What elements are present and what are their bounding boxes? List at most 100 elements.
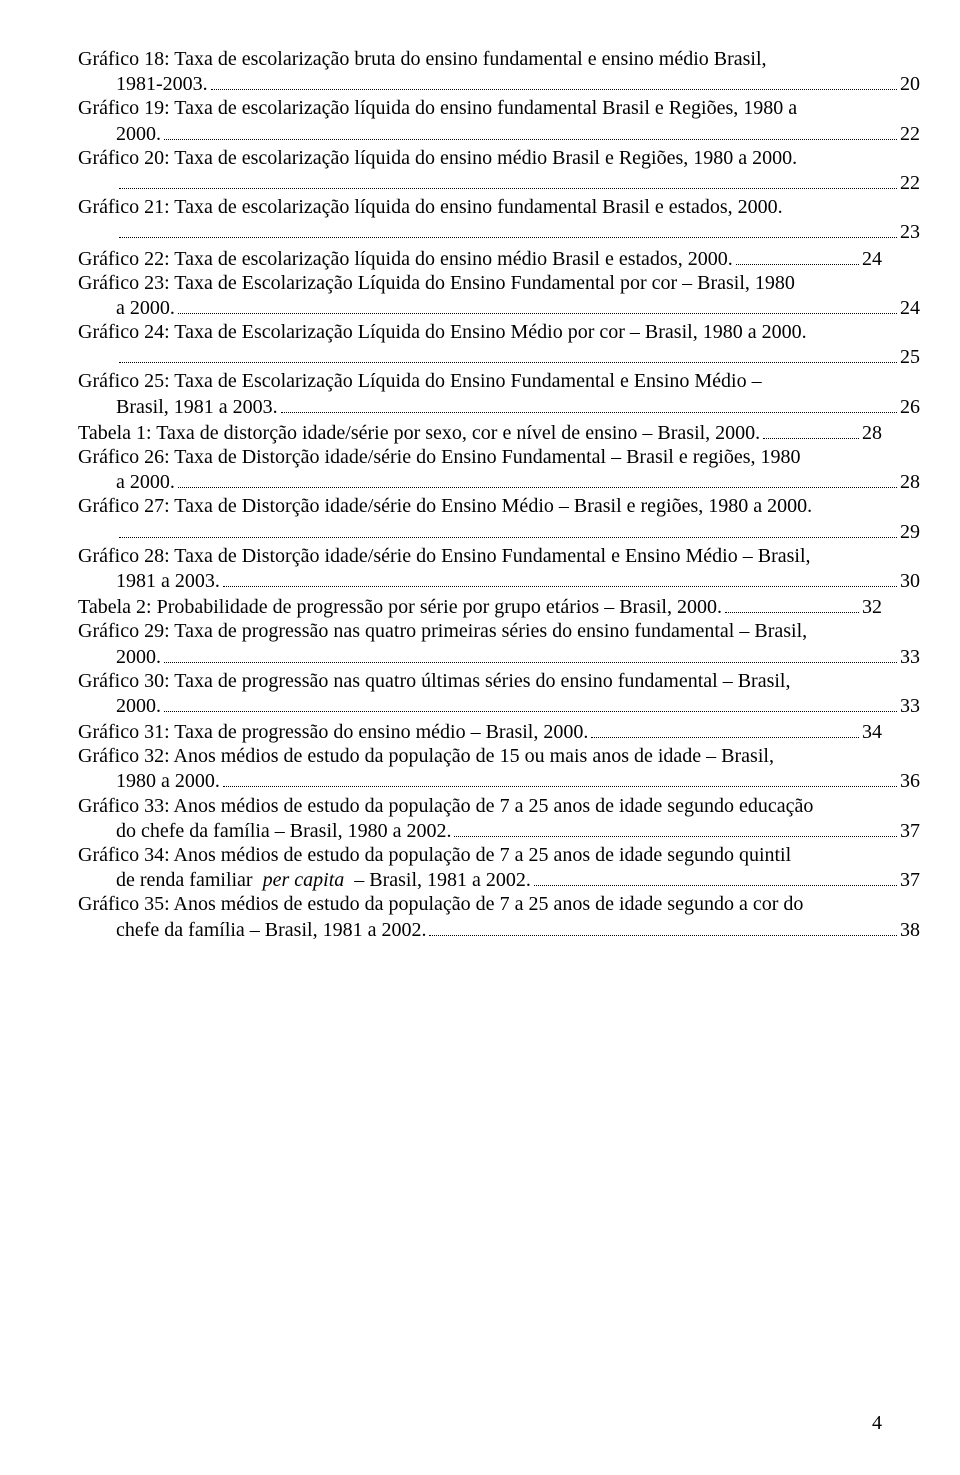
toc-entry: Gráfico 26: Taxa de Distorção idade/séri… (78, 446, 882, 494)
toc-entry: Gráfico 22: Taxa de escolarização líquid… (78, 246, 882, 271)
toc-entry-text: Gráfico 19: Taxa de escolarização líquid… (78, 97, 882, 120)
dot-leader (763, 420, 859, 439)
toc-page-number: 33 (900, 646, 920, 669)
toc-page-number: 29 (900, 521, 920, 544)
toc-entry-lastline: Gráfico 31: Taxa de progressão do ensino… (78, 719, 882, 744)
list-of-figures: Gráfico 18: Taxa de escolarização bruta … (78, 48, 882, 942)
dot-leader (591, 719, 859, 738)
toc-entry: Gráfico 33: Anos médios de estudo da pop… (78, 795, 882, 843)
toc-page-number: 30 (900, 570, 920, 593)
toc-entry-text: 2000. (116, 123, 161, 146)
toc-entry-lastline: 2000. 33 (78, 644, 920, 669)
page-container: Gráfico 18: Taxa de escolarização bruta … (0, 0, 960, 1475)
toc-entry: Gráfico 19: Taxa de escolarização líquid… (78, 97, 882, 145)
toc-entry-lastline: Brasil, 1981 a 2003. 26 (78, 394, 920, 419)
toc-entry-text: Gráfico 29: Taxa de progressão nas quatr… (78, 620, 882, 643)
dot-leader (223, 768, 897, 787)
dot-leader (223, 568, 897, 587)
toc-entry-lastline: 1981-2003.20 (78, 71, 920, 96)
toc-entry-lastline: 1980 a 2000. 36 (78, 768, 920, 793)
toc-entry-text: chefe da família – Brasil, 1981 a 2002. (116, 919, 426, 942)
dot-leader (164, 693, 897, 712)
toc-entry: Gráfico 29: Taxa de progressão nas quatr… (78, 620, 882, 668)
toc-entry-lastline: Tabela 2: Probabilidade de progressão po… (78, 594, 882, 619)
dot-leader (119, 519, 897, 538)
toc-entry-text: Gráfico 31: Taxa de progressão do ensino… (78, 721, 588, 744)
toc-entry-text: Gráfico 28: Taxa de Distorção idade/séri… (78, 545, 882, 568)
dot-leader (534, 867, 897, 886)
toc-entry-text: Gráfico 18: Taxa de escolarização bruta … (78, 48, 882, 71)
toc-entry-text: Gráfico 20: Taxa de escolarização líquid… (78, 147, 882, 170)
page-number-footer: 4 (872, 1412, 882, 1435)
dot-leader (281, 394, 897, 413)
toc-entry: Gráfico 25: Taxa de Escolarização Líquid… (78, 370, 882, 418)
toc-entry-lastline: 22 (78, 170, 920, 195)
toc-entry-text: Gráfico 34: Anos médios de estudo da pop… (78, 844, 882, 867)
toc-entry-lastline: do chefe da família – Brasil, 1980 a 200… (78, 818, 920, 843)
toc-entry-text: Gráfico 32: Anos médios de estudo da pop… (78, 745, 882, 768)
toc-entry-text: Gráfico 25: Taxa de Escolarização Líquid… (78, 370, 882, 393)
toc-entry-lastline: chefe da família – Brasil, 1981 a 2002. 3… (78, 917, 920, 942)
toc-entry-lastline: Tabela 1: Taxa de distorção idade/série … (78, 420, 882, 445)
toc-entry-text: Brasil, 1981 a 2003. (116, 396, 278, 419)
toc-page-number: 28 (900, 471, 920, 494)
toc-entry: Gráfico 23: Taxa de Escolarização Líquid… (78, 272, 882, 320)
toc-entry-text: Gráfico 35: Anos médios de estudo da pop… (78, 893, 882, 916)
toc-entry-text: a 2000. (116, 297, 175, 320)
toc-entry: Gráfico 28: Taxa de Distorção idade/séri… (78, 545, 882, 593)
dot-leader (178, 295, 897, 314)
toc-entry-text: 2000. (116, 695, 161, 718)
toc-entry-text: Gráfico 26: Taxa de Distorção idade/séri… (78, 446, 882, 469)
toc-entry: Gráfico 34: Anos médios de estudo da pop… (78, 844, 882, 892)
toc-page-number: 36 (900, 770, 920, 793)
toc-entry-text: Gráfico 24: Taxa de Escolarização Líquid… (78, 321, 882, 344)
toc-entry-text: Gráfico 27: Taxa de Distorção idade/séri… (78, 495, 882, 518)
toc-entry-text: 2000. (116, 646, 161, 669)
toc-entry-lastline: 25 (78, 344, 920, 369)
toc-page-number: 24 (862, 248, 882, 271)
toc-entry-lastline: a 2000. 24 (78, 295, 920, 320)
toc-entry: Gráfico 20: Taxa de escolarização líquid… (78, 147, 882, 195)
toc-entry-lastline: 2000. 33 (78, 693, 920, 718)
dot-leader (725, 594, 859, 613)
toc-entry-lastline: 2000. 22 (78, 121, 920, 146)
dot-leader (429, 917, 897, 936)
toc-entry: Tabela 2: Probabilidade de progressão po… (78, 594, 882, 619)
dot-leader (164, 644, 897, 663)
toc-entry: Tabela 1: Taxa de distorção idade/série … (78, 420, 882, 445)
toc-entry-text: do chefe da família – Brasil, 1980 a 200… (116, 820, 451, 843)
dot-leader (178, 469, 897, 488)
toc-entry-text: a 2000. (116, 471, 175, 494)
toc-entry-text: 1981 a 2003. (116, 570, 220, 593)
toc-page-number: 22 (900, 172, 920, 195)
toc-entry-text: 1981-2003. (116, 73, 208, 96)
dot-leader (211, 71, 897, 90)
dot-leader (119, 344, 897, 363)
toc-entry: Gráfico 30: Taxa de progressão nas quatr… (78, 670, 882, 718)
toc-entry-text: 1980 a 2000. (116, 770, 220, 793)
dot-leader (454, 818, 897, 837)
toc-entry: Gráfico 31: Taxa de progressão do ensino… (78, 719, 882, 744)
toc-entry-text: Gráfico 33: Anos médios de estudo da pop… (78, 795, 882, 818)
toc-entry: Gráfico 24: Taxa de Escolarização Líquid… (78, 321, 882, 369)
toc-entry: Gráfico 27: Taxa de Distorção idade/séri… (78, 495, 882, 543)
dot-leader (736, 246, 859, 265)
toc-page-number: 26 (900, 396, 920, 419)
toc-page-number: 24 (900, 297, 920, 320)
toc-page-number: 32 (862, 596, 882, 619)
toc-entry-lastline: 23 (78, 219, 920, 244)
toc-page-number: 38 (900, 919, 920, 942)
toc-entry-text: Tabela 1: Taxa de distorção idade/série … (78, 422, 760, 445)
toc-page-number: 33 (900, 695, 920, 718)
toc-page-number: 28 (862, 422, 882, 445)
toc-entry-text: Gráfico 23: Taxa de Escolarização Líquid… (78, 272, 882, 295)
toc-page-number: 22 (900, 123, 920, 146)
toc-entry-text: de renda familiar per capita – Brasil, 1… (116, 869, 531, 892)
toc-entry: Gráfico 21: Taxa de escolarização líquid… (78, 196, 882, 244)
toc-entry-text: Gráfico 21: Taxa de escolarização líquid… (78, 196, 882, 219)
toc-entry-text: Gráfico 30: Taxa de progressão nas quatr… (78, 670, 882, 693)
toc-entry-lastline: Gráfico 22: Taxa de escolarização líquid… (78, 246, 882, 271)
toc-entry-text: Gráfico 22: Taxa de escolarização líquid… (78, 248, 733, 271)
toc-entry-text: Tabela 2: Probabilidade de progressão po… (78, 596, 722, 619)
toc-page-number: 37 (900, 820, 920, 843)
